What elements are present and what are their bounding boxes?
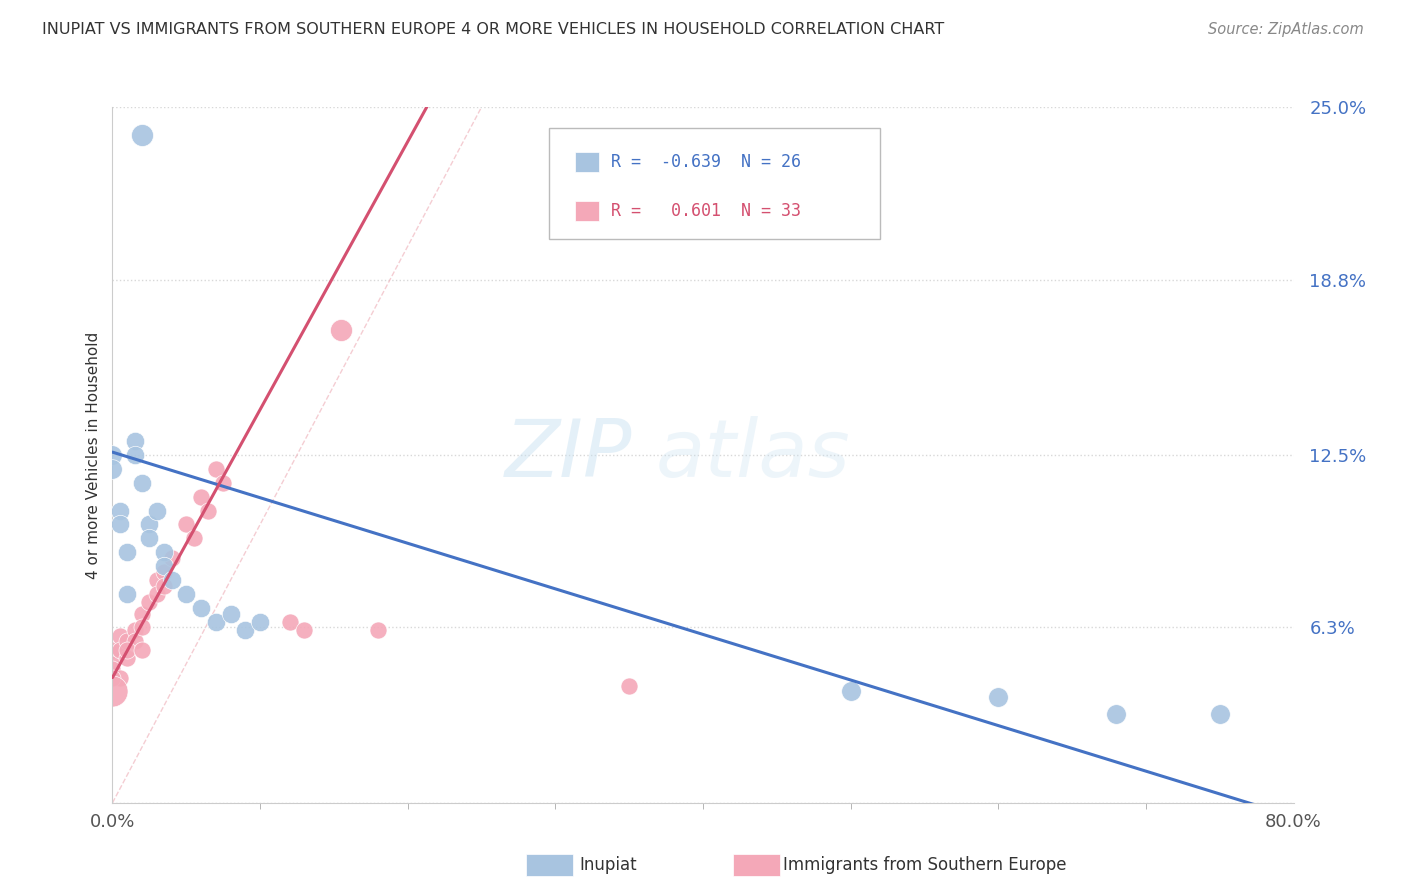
Point bbox=[117, 651, 138, 665]
Point bbox=[146, 503, 169, 517]
Point bbox=[108, 629, 131, 643]
Point bbox=[205, 462, 228, 476]
Bar bbox=[733, 854, 780, 876]
Point bbox=[174, 517, 197, 532]
Text: Source: ZipAtlas.com: Source: ZipAtlas.com bbox=[1208, 22, 1364, 37]
Point bbox=[212, 475, 235, 490]
Point bbox=[160, 573, 183, 587]
Point bbox=[1208, 706, 1232, 721]
Point bbox=[174, 587, 197, 601]
Point bbox=[278, 615, 301, 629]
Bar bbox=[575, 153, 599, 172]
Point bbox=[138, 532, 160, 546]
Point bbox=[153, 579, 176, 593]
Text: R =  -0.639  N = 26: R = -0.639 N = 26 bbox=[610, 153, 801, 171]
Y-axis label: 4 or more Vehicles in Household: 4 or more Vehicles in Household bbox=[86, 331, 101, 579]
Point bbox=[131, 642, 153, 657]
Point bbox=[839, 684, 862, 698]
Point bbox=[367, 624, 389, 638]
Point bbox=[124, 434, 146, 448]
Point bbox=[124, 624, 146, 638]
Point bbox=[131, 620, 153, 634]
Point bbox=[101, 671, 124, 685]
Point bbox=[131, 607, 153, 621]
Point bbox=[117, 634, 138, 648]
Point bbox=[233, 624, 256, 638]
Point bbox=[131, 128, 153, 142]
Point bbox=[101, 448, 124, 462]
Point bbox=[146, 573, 169, 587]
FancyBboxPatch shape bbox=[550, 128, 880, 239]
Point bbox=[101, 657, 124, 671]
Text: atlas: atlas bbox=[655, 416, 851, 494]
Text: ZIP: ZIP bbox=[505, 416, 633, 494]
Point bbox=[124, 448, 146, 462]
Point bbox=[197, 503, 219, 517]
Text: R =   0.601  N = 33: R = 0.601 N = 33 bbox=[610, 202, 801, 219]
Point bbox=[117, 587, 138, 601]
Point bbox=[190, 490, 212, 504]
Point bbox=[219, 607, 242, 621]
Point bbox=[205, 615, 228, 629]
Bar bbox=[575, 201, 599, 220]
Point bbox=[153, 545, 176, 559]
Bar bbox=[526, 854, 574, 876]
Point bbox=[101, 642, 124, 657]
Point bbox=[987, 690, 1010, 704]
Point bbox=[330, 323, 353, 337]
Point bbox=[138, 517, 160, 532]
Point bbox=[124, 634, 146, 648]
Point bbox=[108, 671, 131, 685]
Point bbox=[138, 595, 160, 609]
Point bbox=[292, 624, 315, 638]
Point bbox=[153, 565, 176, 579]
Point bbox=[183, 532, 205, 546]
Point bbox=[153, 559, 176, 574]
Point bbox=[146, 587, 169, 601]
Text: INUPIAT VS IMMIGRANTS FROM SOUTHERN EUROPE 4 OR MORE VEHICLES IN HOUSEHOLD CORRE: INUPIAT VS IMMIGRANTS FROM SOUTHERN EURO… bbox=[42, 22, 945, 37]
Point bbox=[249, 615, 271, 629]
Point bbox=[108, 503, 131, 517]
Point bbox=[160, 550, 183, 565]
Point bbox=[190, 601, 212, 615]
Text: Immigrants from Southern Europe: Immigrants from Southern Europe bbox=[783, 856, 1067, 874]
Point bbox=[117, 545, 138, 559]
Point bbox=[101, 462, 124, 476]
Point bbox=[101, 684, 124, 698]
Point bbox=[619, 679, 641, 693]
Point bbox=[108, 642, 131, 657]
Point bbox=[1105, 706, 1128, 721]
Point bbox=[117, 642, 138, 657]
Text: Inupiat: Inupiat bbox=[579, 856, 637, 874]
Point bbox=[131, 475, 153, 490]
Point bbox=[101, 662, 124, 676]
Point bbox=[108, 517, 131, 532]
